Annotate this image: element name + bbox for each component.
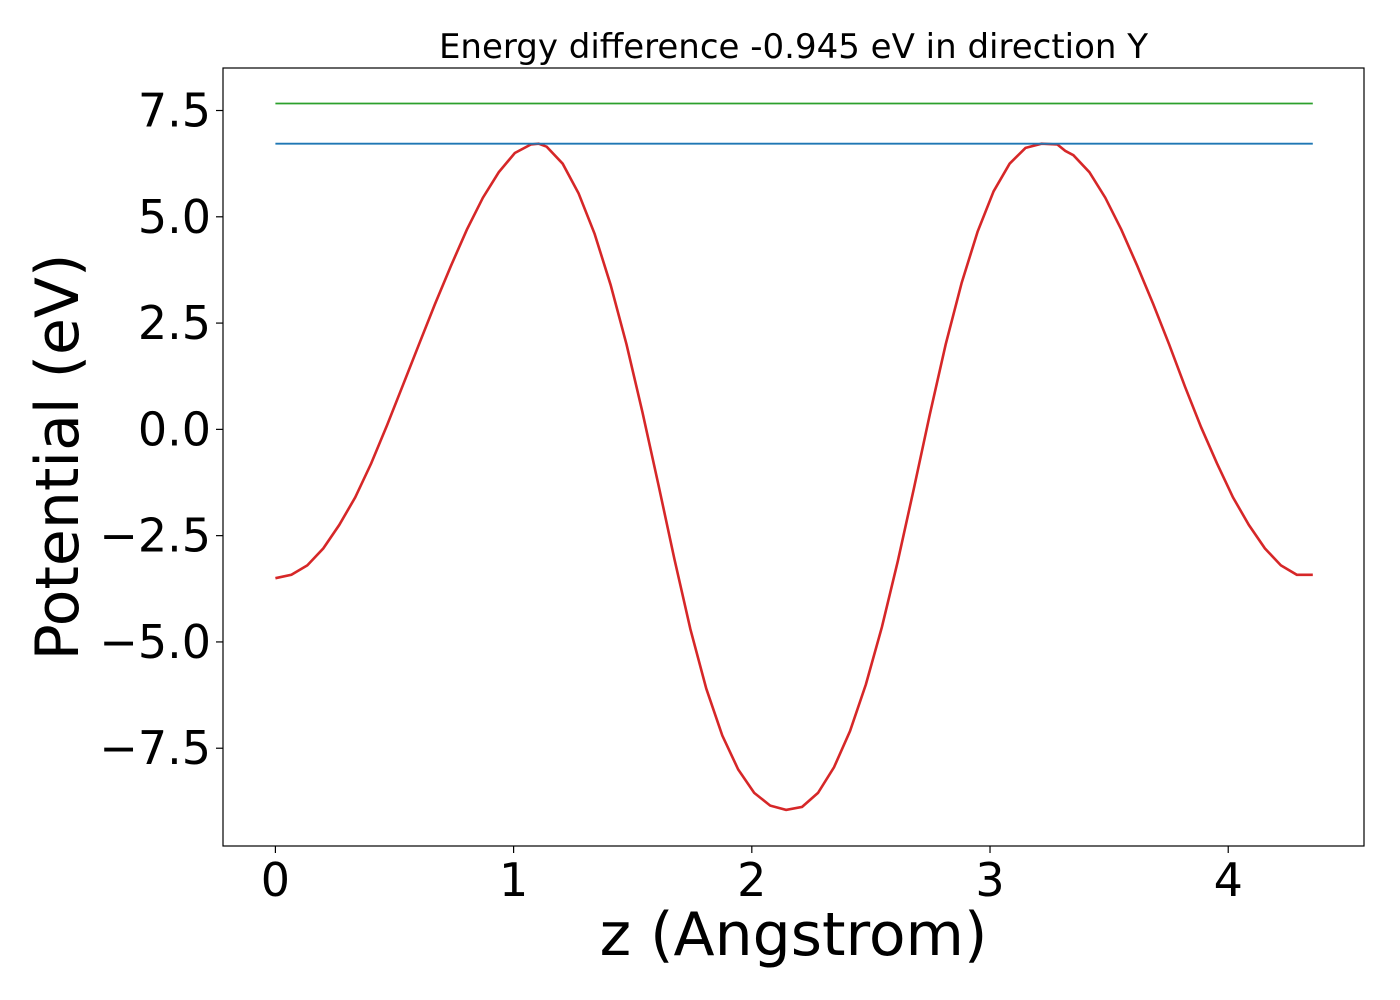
x-tick-label: 0 [261,853,290,907]
x-axis: 0 1 2 3 4 [261,846,1243,907]
y-axis-label: Potential (eV) [23,254,93,661]
x-tick-label: 3 [975,853,1004,907]
y-tick-label: −5.0 [99,615,211,669]
plot-frame [222,67,1365,847]
x-tick-label: 4 [1214,853,1243,907]
x-tick-label: 1 [499,853,528,907]
y-tick-label: 5.0 [138,190,211,244]
series-line-0 [275,142,1313,812]
x-axis-label: z (Angstrom) [600,900,988,970]
y-axis: −7.5 −5.0 −2.5 0.0 2.5 5.0 7.5 [99,84,223,775]
y-tick-label: 2.5 [138,296,211,350]
chart-title: Energy difference -0.945 eV in direction… [439,27,1148,67]
series-layer [275,102,1313,812]
y-tick-label: −7.5 [99,721,211,775]
x-tick-label: 2 [737,853,766,907]
y-tick-label: −2.5 [99,509,211,563]
y-tick-label: 0.0 [138,402,211,456]
y-tick-label: 7.5 [138,84,211,138]
